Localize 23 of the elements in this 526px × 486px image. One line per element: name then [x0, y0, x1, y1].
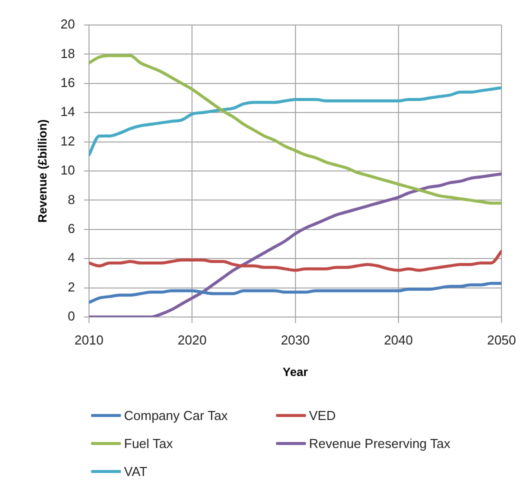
legend-label: Fuel Tax [124, 436, 173, 450]
x-tick-label: 2040 [384, 332, 413, 348]
x-tick-label: 2020 [178, 332, 207, 348]
legend-label: VED [309, 408, 336, 422]
y-tick-label: 4 [68, 250, 75, 266]
y-tick-label: 14 [60, 104, 75, 120]
x-tick-label: 2030 [280, 332, 310, 348]
y-tick-label: 18 [60, 46, 75, 61]
y-tick-label: 10 [60, 162, 75, 178]
y-tick-label: 8 [68, 192, 75, 207]
legend-label: VAT [124, 464, 148, 478]
y-tick-label: 20 [60, 16, 75, 32]
y-axis-title: Revenue (£billion) [36, 119, 50, 223]
x-tick-label: 2050 [487, 332, 516, 348]
legend-label: Revenue Preserving Tax [309, 436, 450, 450]
x-tick-label: 2010 [74, 332, 104, 348]
x-axis-title: Year [282, 365, 308, 380]
y-tick-label: 12 [60, 133, 75, 148]
y-tick-label: 2 [68, 279, 75, 294]
y-tick-label: 16 [60, 74, 75, 90]
y-tick-label: 6 [68, 220, 75, 236]
legend-label: Company Car Tax [124, 408, 228, 422]
y-tick-label: 0 [68, 308, 75, 324]
